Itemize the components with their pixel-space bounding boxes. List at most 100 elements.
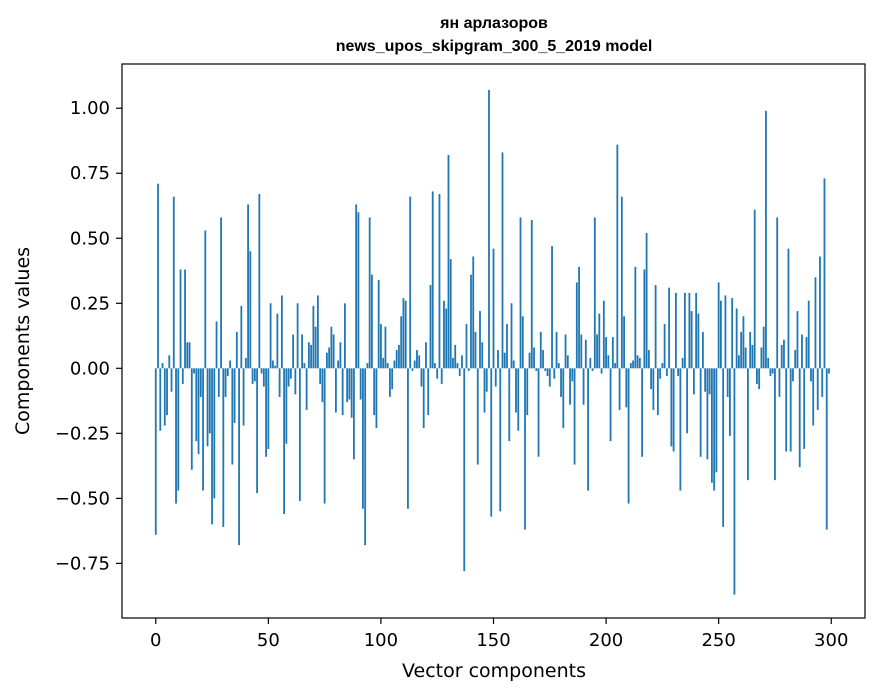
bar [587, 368, 589, 491]
bar [535, 368, 538, 371]
bar [472, 256, 475, 369]
bar [332, 334, 335, 369]
bar [627, 368, 630, 504]
bar [294, 368, 297, 395]
bar [330, 326, 333, 369]
bar [695, 292, 698, 369]
bar [256, 368, 258, 494]
bar [769, 368, 772, 377]
bar [580, 334, 583, 369]
bar [319, 368, 322, 384]
bar [490, 368, 493, 517]
x-axis-label: Vector components [402, 660, 586, 682]
bar [510, 303, 513, 369]
bar [582, 368, 585, 405]
bar [312, 305, 315, 369]
bar [584, 339, 587, 369]
bar [375, 368, 378, 429]
bar [224, 368, 227, 397]
bar [735, 308, 738, 369]
bar [416, 350, 418, 369]
bar [445, 308, 448, 369]
bar [609, 368, 612, 442]
bar [647, 350, 650, 369]
bar [211, 368, 213, 525]
bar [672, 368, 675, 452]
bar [253, 368, 256, 382]
bar [760, 347, 763, 369]
bar [810, 368, 812, 382]
bar [274, 365, 277, 369]
bar [242, 368, 245, 426]
bar [618, 368, 621, 410]
bar [783, 339, 785, 369]
bar [652, 368, 655, 410]
bar [598, 313, 601, 369]
bar [213, 368, 216, 499]
bar [422, 368, 425, 429]
bar [283, 368, 286, 514]
bar [346, 368, 349, 403]
bar [551, 246, 553, 369]
bar [623, 316, 625, 369]
bar [323, 368, 326, 504]
bar [794, 350, 797, 369]
bar [204, 230, 207, 369]
bar [641, 368, 644, 457]
bar [244, 357, 247, 369]
bar [620, 196, 623, 369]
bar [443, 300, 445, 369]
y-tick-label: 0.25 [70, 293, 110, 314]
bar [569, 368, 571, 405]
bar [740, 331, 743, 369]
bar [159, 368, 162, 431]
bar [186, 342, 189, 369]
bar [220, 217, 222, 369]
x-tick-label: 200 [589, 630, 623, 651]
x-tick-label: 250 [701, 630, 735, 651]
bar [524, 368, 526, 530]
bar [744, 347, 747, 369]
y-tick-label: −0.25 [55, 423, 110, 444]
bar [533, 347, 535, 369]
bar [229, 360, 231, 369]
bar [812, 368, 815, 426]
chart-title: ян арлазоров [439, 15, 548, 32]
bar [231, 368, 234, 465]
bar [717, 282, 720, 369]
bar [314, 326, 317, 369]
bar [774, 368, 776, 481]
bar [481, 342, 484, 369]
bar [226, 368, 229, 377]
bar [307, 342, 310, 369]
bar [503, 352, 506, 369]
bar [747, 368, 749, 481]
bar [704, 368, 707, 392]
bar [564, 334, 567, 369]
bar [571, 368, 574, 382]
bar [787, 248, 790, 369]
y-tick-label: −0.75 [55, 553, 110, 574]
bar [780, 344, 783, 369]
bar [386, 363, 389, 369]
bar [398, 344, 400, 369]
bar [357, 212, 360, 369]
bar [668, 287, 671, 369]
bar [456, 363, 459, 369]
bar [411, 368, 414, 371]
bar [359, 368, 362, 400]
bar [512, 360, 515, 369]
bar [679, 368, 682, 491]
bar [710, 368, 713, 483]
y-tick-label: 0.75 [70, 163, 110, 184]
bar [816, 368, 819, 410]
bar [688, 292, 691, 369]
bar [366, 363, 369, 369]
bar [217, 368, 220, 397]
bar [661, 363, 664, 369]
bar [492, 248, 495, 369]
bar [271, 360, 274, 369]
y-tick-label: 1.00 [70, 98, 110, 119]
bar [303, 363, 306, 369]
chart-subtitle: news_upos_skipgram_300_5_2019 model [336, 38, 653, 55]
